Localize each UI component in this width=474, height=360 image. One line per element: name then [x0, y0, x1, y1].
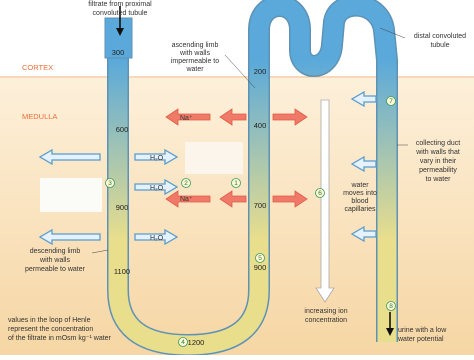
sodium-label: Na⁺ [180, 115, 193, 122]
flow-arrowhead [116, 28, 124, 36]
concentration: 200 [254, 67, 267, 76]
concentration: 600 [116, 125, 129, 134]
sodium-arrow [272, 108, 308, 126]
water-arrow [38, 228, 101, 246]
sodium-arrow [219, 108, 247, 126]
concentration: 700 [254, 201, 267, 210]
step: 6 [315, 188, 325, 198]
label: with walls [39, 257, 70, 264]
label: impermeable to [171, 58, 219, 65]
gradient-arrow [315, 99, 335, 303]
water-label: H₂O [150, 155, 164, 162]
label: moves into [343, 190, 377, 197]
concentration: 900 [254, 263, 267, 272]
step-number: 5 [258, 255, 262, 262]
step-number: 4 [181, 339, 185, 346]
leader [379, 27, 406, 39]
step: 7 [386, 96, 396, 106]
label: water [350, 182, 369, 189]
label: blood [351, 198, 368, 205]
label: of the filtrate in mOsm kg⁻¹ water [8, 335, 112, 342]
water-arrow [350, 225, 377, 243]
label: distal convoluted [414, 33, 466, 40]
label: vary in their [420, 158, 457, 165]
step: 5 [255, 253, 265, 263]
water-arrow [134, 148, 179, 166]
label: convoluted tubule [93, 10, 148, 17]
label: increasing ion [304, 308, 347, 315]
label: descending limb [30, 248, 81, 255]
step-number: 1 [234, 180, 238, 187]
label: concentration [305, 317, 347, 324]
step-number: 8 [389, 303, 393, 310]
concentration: 400 [254, 121, 267, 130]
step: 8 [386, 301, 396, 311]
step: 2 [181, 178, 191, 188]
water-arrow [350, 155, 377, 173]
step: 1 [231, 178, 241, 188]
concentration: 1100 [114, 267, 130, 276]
sodium-arrow [219, 190, 247, 208]
label: water [185, 66, 204, 73]
water-arrow [350, 90, 377, 108]
label: collecting duct [416, 140, 460, 147]
step-number: 7 [389, 98, 393, 105]
tubule [108, 0, 397, 355]
step: 4 [178, 337, 188, 347]
label: capillaries [344, 206, 376, 213]
step-number: 6 [318, 190, 322, 197]
concentration: 1200 [188, 338, 205, 347]
step: 3 [105, 178, 115, 188]
label: permeability [419, 167, 457, 174]
label: permeable to water [25, 266, 86, 273]
cortex-label: CORTEX [22, 63, 53, 72]
blank-box [185, 142, 243, 174]
blank-box [40, 178, 102, 212]
concentration: 900 [116, 203, 129, 212]
concentration: 300 [112, 48, 125, 57]
water-arrow [38, 148, 101, 166]
flow-arrowhead [386, 328, 394, 336]
sodium-arrow [165, 190, 211, 208]
leader [224, 54, 256, 89]
sodium-label: Na⁺ [180, 196, 193, 203]
water-label: H₂O [150, 185, 164, 192]
label: to water [426, 176, 452, 183]
sodium-arrow [272, 190, 308, 208]
sodium-arrow [165, 108, 211, 126]
leader [91, 249, 109, 254]
label: water potential [397, 336, 444, 343]
label: with walls that [415, 149, 460, 156]
water-label: H₂O [150, 235, 164, 242]
tubule-entrance [104, 17, 133, 59]
water-arrow [134, 178, 179, 196]
label: values in the loop of Henle [8, 317, 91, 324]
label: represent the concentration [8, 326, 93, 333]
label: urine with a low [398, 327, 447, 334]
label: filtrate from proximal [88, 1, 152, 8]
label: with walls [179, 50, 210, 57]
label: tubule [430, 42, 449, 49]
label: ascending limb [172, 42, 219, 49]
medulla-label: MEDULLA [22, 112, 57, 121]
step-number: 3 [108, 180, 112, 187]
water-arrow [134, 228, 179, 246]
step-number: 2 [184, 180, 188, 187]
